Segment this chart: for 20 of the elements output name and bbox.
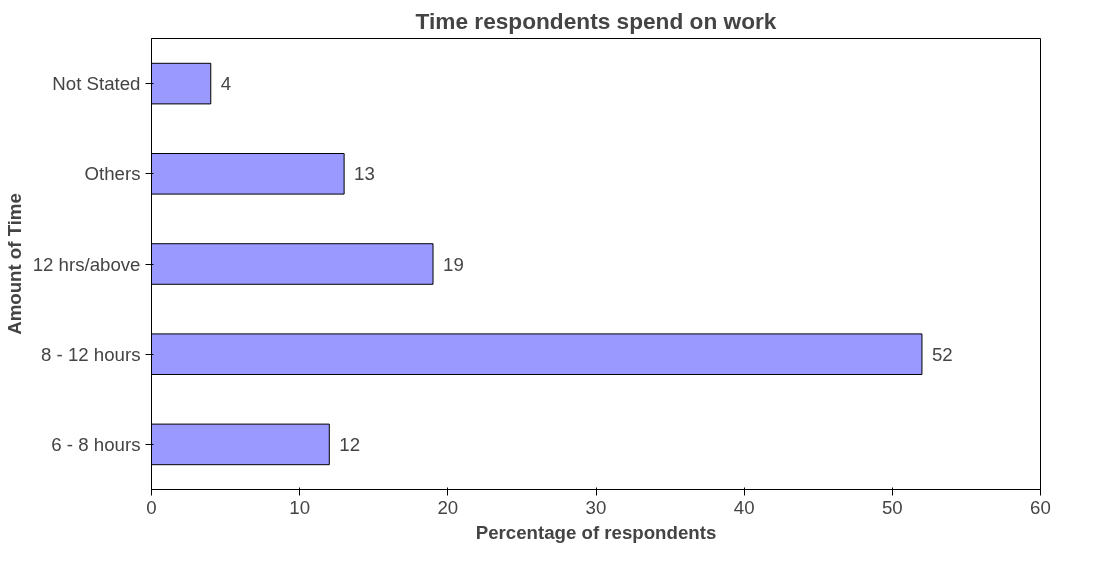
data-label: 4	[220, 73, 232, 95]
data-label: 12	[339, 433, 361, 455]
y-tick-label: 12 hrs/above	[32, 253, 141, 275]
x-tick-label: 10	[289, 496, 311, 518]
x-tick-label: 40	[733, 496, 755, 518]
x-tick-label: 20	[437, 496, 459, 518]
x-tick-label: 0	[146, 496, 157, 518]
x-tick-label: 30	[585, 496, 607, 518]
y-tick-label: Others	[84, 163, 141, 185]
y-axis-title: Amount of Time	[3, 193, 25, 335]
x-axis-title: Percentage of respondents	[475, 521, 717, 543]
data-label: 13	[354, 163, 375, 185]
data-label: 19	[443, 253, 464, 275]
data-label: 52	[931, 343, 953, 365]
x-tick-label: 50	[881, 496, 903, 518]
y-tick-label: 8 - 12 hours	[40, 343, 141, 365]
y-tick-label: Not Stated	[52, 73, 141, 95]
x-tick-label: 60	[1030, 496, 1051, 518]
y-tick-label: 6 - 8 hours	[51, 433, 141, 455]
chart-title: Time respondents spend on work	[415, 7, 777, 34]
